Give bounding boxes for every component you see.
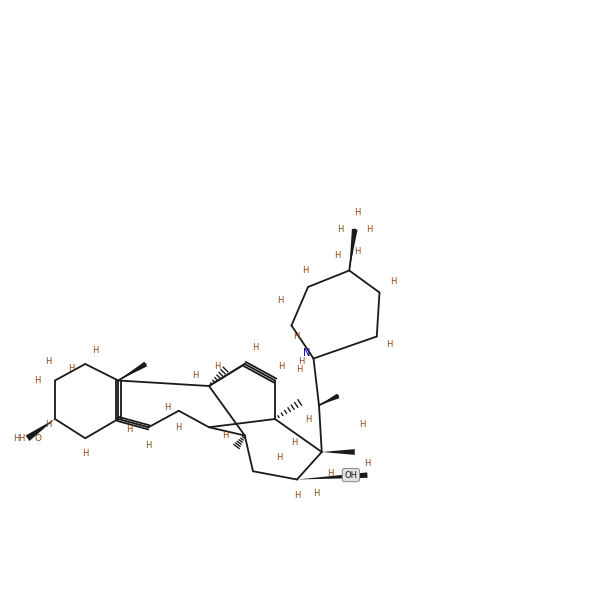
Text: N: N bbox=[302, 348, 310, 358]
Text: H: H bbox=[18, 434, 25, 443]
Text: H: H bbox=[165, 404, 171, 413]
Polygon shape bbox=[319, 393, 339, 405]
Text: H: H bbox=[359, 420, 365, 429]
Text: H: H bbox=[296, 365, 303, 374]
Text: H: H bbox=[92, 346, 99, 354]
Text: H: H bbox=[355, 208, 361, 217]
Text: H: H bbox=[82, 449, 88, 458]
Text: H: H bbox=[367, 225, 373, 234]
Text: H: H bbox=[293, 332, 299, 341]
Text: H: H bbox=[126, 426, 132, 435]
Polygon shape bbox=[118, 362, 147, 381]
Text: H: H bbox=[45, 357, 51, 366]
Text: H: H bbox=[252, 343, 259, 352]
Text: H: H bbox=[276, 453, 283, 462]
Text: H: H bbox=[222, 431, 229, 440]
Text: H: H bbox=[355, 247, 361, 256]
Text: O: O bbox=[35, 434, 42, 443]
Text: H: H bbox=[390, 277, 396, 286]
Polygon shape bbox=[297, 472, 368, 480]
Text: H: H bbox=[145, 441, 152, 450]
Polygon shape bbox=[349, 229, 358, 271]
Text: OH: OH bbox=[344, 470, 358, 480]
Text: H: H bbox=[277, 296, 284, 305]
Text: H: H bbox=[214, 362, 220, 371]
Text: H: H bbox=[68, 364, 74, 373]
Text: H: H bbox=[305, 415, 311, 424]
Text: H: H bbox=[175, 422, 182, 432]
Text: H: H bbox=[386, 341, 393, 349]
Text: H: H bbox=[192, 370, 198, 379]
Text: H: H bbox=[292, 438, 298, 447]
Text: H: H bbox=[337, 225, 343, 234]
Text: H: H bbox=[334, 251, 341, 260]
Polygon shape bbox=[25, 419, 55, 441]
Text: H: H bbox=[278, 362, 285, 371]
Text: H: H bbox=[45, 420, 51, 429]
Text: H: H bbox=[313, 489, 319, 498]
Text: H: H bbox=[34, 376, 41, 385]
Text: H: H bbox=[294, 492, 300, 501]
Text: H: H bbox=[364, 458, 371, 467]
Text: H: H bbox=[302, 266, 309, 275]
Text: H: H bbox=[327, 469, 333, 478]
Polygon shape bbox=[322, 449, 355, 455]
Text: H: H bbox=[13, 434, 20, 443]
Text: H: H bbox=[298, 357, 304, 366]
